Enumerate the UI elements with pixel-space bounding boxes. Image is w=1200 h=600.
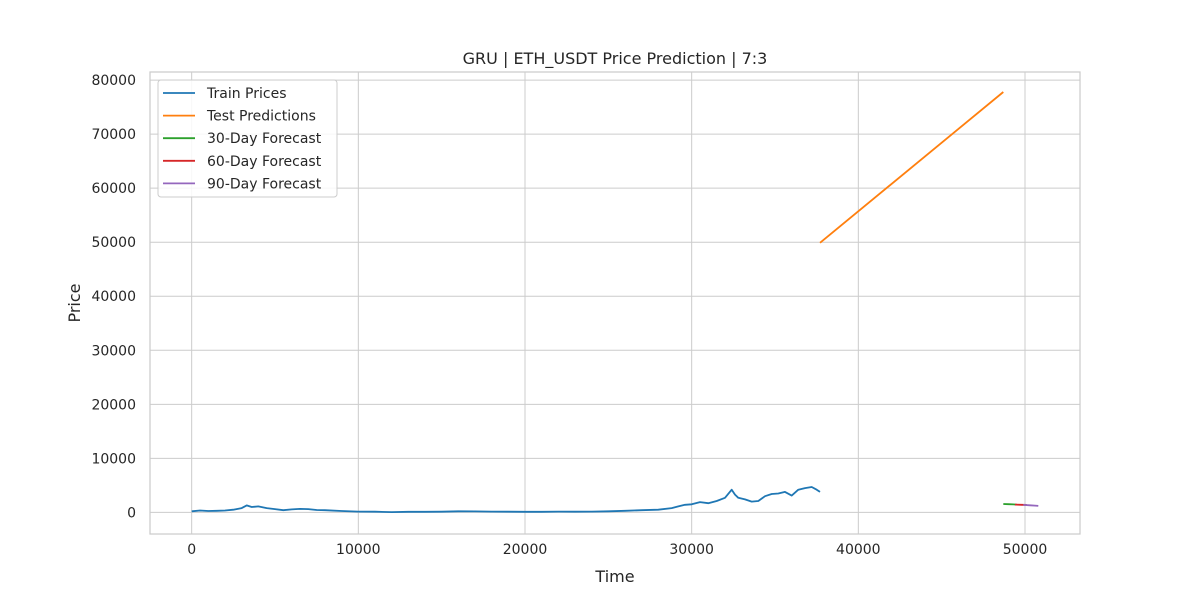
x-tick-label: 10000 xyxy=(336,542,381,558)
chart-title: GRU | ETH_USDT Price Prediction | 7:3 xyxy=(463,49,768,69)
y-axis-label: Price xyxy=(65,283,84,322)
x-tick-label: 20000 xyxy=(503,542,548,558)
legend-label: Train Prices xyxy=(206,86,287,102)
series-line-test-predictions xyxy=(819,91,1004,244)
legend-label: 90-Day Forecast xyxy=(207,176,322,192)
x-tick-label: 0 xyxy=(187,542,196,558)
y-tick-label: 80000 xyxy=(91,73,136,89)
y-tick-label: 20000 xyxy=(91,397,136,413)
legend-label: 30-Day Forecast xyxy=(207,131,322,147)
x-axis-label: Time xyxy=(594,567,634,586)
legend-label: Test Predictions xyxy=(206,109,316,125)
legend-box xyxy=(157,79,338,198)
y-tick-label: 50000 xyxy=(91,235,136,251)
y-tick-label: 0 xyxy=(127,505,136,521)
y-tick-label: 10000 xyxy=(91,451,136,467)
y-tick-label: 30000 xyxy=(91,343,136,359)
legend-label: 60-Day Forecast xyxy=(207,154,322,170)
series-line-train-prices xyxy=(191,486,821,513)
x-tick-label: 30000 xyxy=(669,542,714,558)
x-tick-label: 40000 xyxy=(836,542,881,558)
x-tick-label: 50000 xyxy=(1003,542,1048,558)
x-axis: 0 10000 20000 30000 40000 50000 xyxy=(187,542,1047,558)
y-tick-label: 70000 xyxy=(91,127,136,143)
legend: Train Prices Test Predictions 30-Day Forec… xyxy=(157,79,338,198)
y-tick-label: 40000 xyxy=(91,289,136,305)
grid xyxy=(150,72,1080,534)
series-group xyxy=(191,91,1039,513)
series-line-90-day-forecast xyxy=(1023,504,1039,507)
y-axis: 0 10000 20000 30000 40000 50000 60000 70000 8000… xyxy=(91,73,136,521)
plot-area xyxy=(149,71,1081,535)
series-line-30-day-forecast xyxy=(1003,503,1017,506)
y-tick-label: 60000 xyxy=(91,181,136,197)
